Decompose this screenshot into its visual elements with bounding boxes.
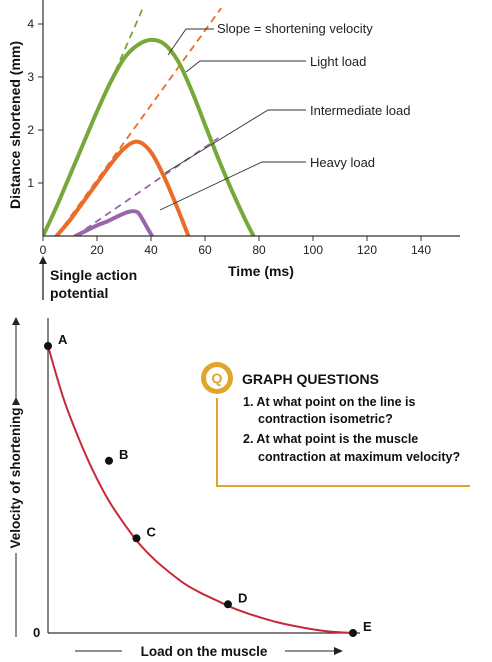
x-tick-label: 20 (90, 243, 104, 257)
y-tick-label: 3 (27, 70, 34, 84)
series-light-load (43, 37, 256, 236)
heavy-load-label: Heavy load (310, 155, 375, 170)
point-label-c: C (146, 524, 156, 539)
x-tick-label: 60 (198, 243, 212, 257)
force-velocity-curve (47, 345, 354, 634)
y-axis-label-group: Velocity of shortening (8, 317, 23, 637)
graph-questions-box: Q GRAPH QUESTIONS 1. At what point on th… (201, 362, 470, 487)
force-velocity-chart: 0 A B C D E Velocity of shortening Load on t… (8, 317, 470, 659)
point-d (223, 600, 232, 609)
x-axis-label-group: Load on the muscle (75, 644, 343, 659)
series-intermediate-load (54, 139, 191, 236)
action-potential-label-line2: potential (50, 285, 108, 301)
arrowhead-icon (39, 256, 47, 264)
intermediate-load-label: Intermediate load (310, 103, 410, 118)
series-heavy-load (73, 209, 155, 236)
question-1-line-2: contraction isometric? (258, 412, 393, 426)
x-tick-label: 0 (40, 243, 47, 257)
point-label-a: A (58, 332, 68, 347)
action-potential-marker: Single action potential (39, 256, 137, 301)
leader-line-0 (167, 28, 214, 56)
x-axis-label: Load on the muscle (141, 644, 268, 659)
x-tick-label: 80 (252, 243, 266, 257)
action-potential-label-line1: Single action (50, 267, 137, 283)
point-label-b: B (119, 447, 128, 462)
light-load-label: Light load (310, 54, 366, 69)
questions-bracket (216, 398, 470, 487)
point-b (105, 456, 113, 465)
x-tick-label: 100 (303, 243, 323, 257)
point-label-d: D (238, 590, 247, 605)
question-icon-ring (206, 367, 228, 389)
question-1-line-1: 1. At what point on the line is (243, 395, 416, 409)
annotation-leader-lines (159, 28, 306, 211)
point-a (44, 342, 52, 350)
questions-title: GRAPH QUESTIONS (242, 371, 379, 387)
y-tick-label: 2 (27, 123, 34, 137)
y-axis-label: Velocity of shortening (8, 407, 23, 548)
point-c (132, 534, 141, 543)
shortening-distance-chart: 0 20 40 60 80 100 120 140 1 2 3 4 Distance shorten… (7, 0, 460, 301)
question-2-line-1: 2. At what point is the muscle (243, 432, 418, 446)
arrowhead-icon (334, 647, 343, 655)
slope-annotation: Slope = shortening velocity (217, 21, 373, 36)
leader-line-1 (185, 60, 306, 73)
question-icon-letter: Q (212, 370, 223, 386)
y-tick-label: 4 (27, 17, 34, 31)
y-tick-label: 1 (27, 176, 34, 190)
y-axis-label: Distance shortened (mm) (7, 41, 23, 209)
x-tick-label: 40 (144, 243, 158, 257)
question-2-line-2: contraction at maximum velocity? (258, 450, 460, 464)
x-axis-label: Time (ms) (228, 263, 294, 279)
y-origin-label: 0 (33, 625, 40, 640)
x-tick-label: 120 (357, 243, 377, 257)
leader-line-2 (164, 109, 306, 174)
slope-line-4 (55, 7, 222, 236)
leader-line-3 (159, 161, 306, 211)
point-e (349, 629, 357, 637)
arrowhead-icon (12, 317, 20, 325)
slope-line-5 (74, 137, 220, 236)
point-label-e: E (363, 619, 372, 634)
x-tick-label: 140 (411, 243, 431, 257)
